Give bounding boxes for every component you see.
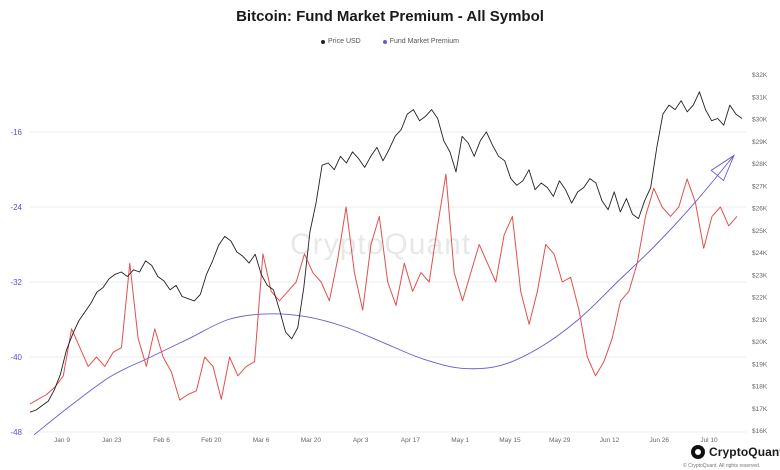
- right-tick-label: $26K: [752, 206, 768, 213]
- left-tick-label: -16: [10, 128, 22, 137]
- right-tick-label: $28K: [752, 161, 768, 168]
- right-tick-label: $19K: [752, 361, 768, 368]
- left-tick-label: -24: [10, 203, 22, 212]
- watermark: CryptoQuant: [290, 228, 472, 261]
- x-tick-label: Apr 17: [401, 437, 421, 444]
- x-tick-label: May 29: [549, 437, 571, 444]
- x-tick-label: Jan 23: [102, 437, 122, 444]
- right-tick-label: $21K: [752, 317, 768, 324]
- legend-label-price: Price USD: [328, 38, 361, 45]
- x-tick-label: Feb 6: [153, 437, 170, 444]
- series-line-price: [29, 91, 743, 413]
- x-tick-label: Jun 12: [600, 437, 620, 444]
- left-tick-label: -48: [10, 428, 22, 437]
- brand: CryptoQuant: [691, 445, 780, 459]
- series-layer: [29, 91, 743, 436]
- left-tick-label: -32: [10, 278, 22, 287]
- legend-item-premium[interactable]: Fund Market Premium: [382, 38, 459, 45]
- left-tick-label: -40: [10, 353, 22, 362]
- right-tick-label: $16K: [752, 428, 768, 435]
- trend-arrow-head: [710, 154, 735, 182]
- right-tick-label: $17K: [752, 406, 768, 413]
- x-tick-label: Mar 6: [253, 437, 270, 444]
- legend-dot-price: [321, 39, 326, 44]
- right-tick-label: $25K: [752, 228, 768, 235]
- right-tick-label: $20K: [752, 339, 768, 346]
- right-tick-label: $27K: [752, 183, 768, 190]
- legend-label-premium: Fund Market Premium: [389, 38, 459, 45]
- right-tick-label: $18K: [752, 384, 768, 391]
- right-tick-label: $32K: [752, 72, 768, 79]
- legend-dot-premium: [382, 39, 387, 44]
- x-tick-label: Feb 20: [201, 437, 222, 444]
- chart-title: Bitcoin: Fund Market Premium - All Symbo…: [236, 8, 544, 25]
- brand-name: CryptoQuant: [709, 445, 780, 459]
- x-tick-label: Jan 9: [54, 437, 70, 444]
- x-tick-label: Apr 3: [353, 437, 369, 444]
- x-tick-label: Mar 20: [301, 437, 322, 444]
- x-tick-label: May 15: [499, 437, 521, 444]
- cryptoquant-logo-icon: [691, 445, 705, 459]
- right-tick-label: $23K: [752, 272, 768, 279]
- x-tick-label: Jun 26: [649, 437, 669, 444]
- legend-item-price[interactable]: Price USD: [321, 38, 361, 45]
- x-tick-label: May 1: [451, 437, 469, 444]
- right-tick-label: $22K: [752, 295, 768, 302]
- legend: Price USD Fund Market Premium: [0, 38, 780, 46]
- right-tick-label: $29K: [752, 139, 768, 146]
- series-line-trend: [33, 155, 735, 436]
- x-tick-label: Jul 10: [700, 437, 718, 444]
- right-tick-label: $24K: [752, 250, 768, 257]
- axes: -16 -24 -32 -40 -48 $32K $31K $30K $29K $28K $27K $…: [10, 72, 767, 444]
- copyright: © CryptoQuant. All rights reserved.: [683, 463, 761, 469]
- series-line-premium: [29, 173, 738, 405]
- right-tick-label: $31K: [752, 94, 768, 101]
- right-tick-label: $30K: [752, 117, 768, 124]
